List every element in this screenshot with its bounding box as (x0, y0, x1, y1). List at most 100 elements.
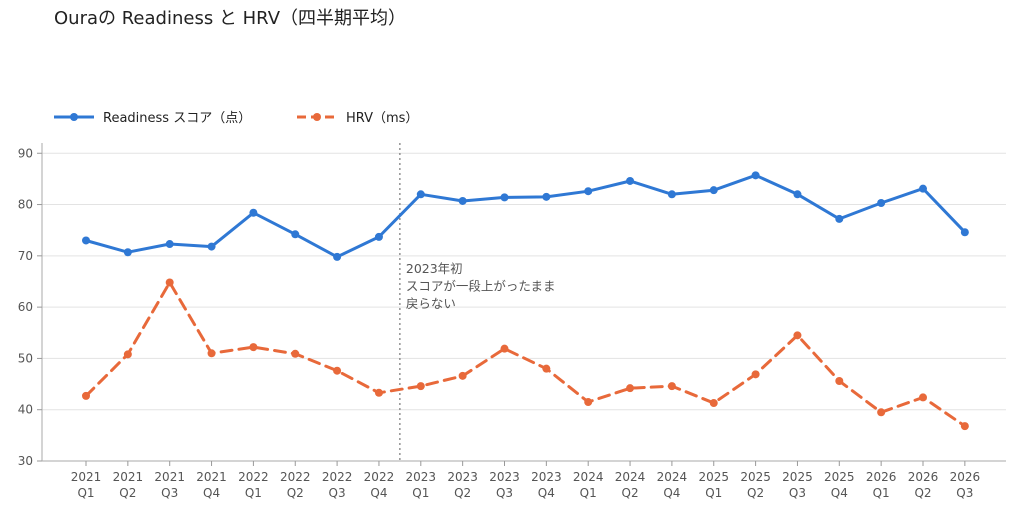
annotation-text: 戻らない (406, 296, 456, 311)
data-point (919, 184, 927, 193)
x-tick-label-year: 2021 (196, 470, 227, 484)
data-point (626, 176, 635, 185)
x-tick-label-year: 2025 (824, 470, 855, 484)
x-axis-ticks: 2021 Q1 2021 Q2 2021 Q3 2021 Q4 2022 Q1 2022 Q2 2022… (71, 461, 980, 500)
data-point (542, 364, 551, 373)
y-tick-label: 90 (18, 146, 33, 160)
x-tick-label-quarter: Q3 (496, 486, 513, 500)
annotation-text: 2023年初 (406, 261, 463, 276)
x-tick-label-quarter: Q3 (329, 486, 346, 500)
y-tick-label: 70 (18, 249, 33, 263)
x-tick-label-year: 2025 (782, 470, 813, 484)
y-axis-ticks: 30 40 50 60 70 80 90 (18, 146, 42, 468)
x-tick-label-year: 2026 (950, 470, 981, 484)
data-point (877, 199, 886, 208)
x-tick-label-quarter: Q2 (119, 486, 136, 500)
y-tick-label: 40 (18, 403, 33, 417)
x-tick-label-year: 2025 (740, 470, 771, 484)
y-tick-label: 30 (18, 454, 33, 468)
y-tick-label: 80 (18, 198, 33, 212)
x-tick-label-quarter: Q2 (454, 486, 471, 500)
y-tick-label: 50 (18, 351, 33, 365)
x-tick-label-quarter: Q1 (412, 486, 429, 500)
x-tick-label-quarter: Q4 (203, 486, 220, 500)
legend-label: HRV（ms） (346, 111, 418, 126)
legend-item-0[interactable]: Readiness スコア（点） (54, 111, 251, 126)
x-tick-label-quarter: Q4 (538, 486, 555, 500)
x-tick-label-year: 2021 (113, 470, 144, 484)
data-point (500, 344, 509, 353)
x-tick-label-quarter: Q1 (580, 486, 597, 500)
chart-title: Ouraの Readiness と HRV（四半期平均） (54, 8, 407, 29)
data-point (416, 382, 425, 391)
legend-marker (70, 113, 78, 121)
data-point (123, 248, 132, 257)
x-tick-label-quarter: Q4 (663, 486, 680, 500)
data-point (751, 171, 760, 180)
data-point (542, 192, 551, 201)
x-tick-label-year: 2022 (322, 470, 353, 484)
x-tick-label-quarter: Q2 (622, 486, 639, 500)
x-tick-label-quarter: Q4 (370, 486, 387, 500)
x-tick-label-quarter: Q1 (245, 486, 262, 500)
x-tick-label-year: 2026 (866, 470, 897, 484)
x-tick-label-year: 2024 (657, 470, 688, 484)
x-tick-label-year: 2023 (489, 470, 520, 484)
data-point (709, 186, 718, 195)
legend[interactable]: Readiness スコア（点） HRV（ms） (54, 111, 418, 126)
x-tick-label-year: 2021 (71, 470, 102, 484)
data-point (249, 208, 258, 217)
data-point (584, 398, 593, 407)
x-tick-label-year: 2026 (908, 470, 939, 484)
data-point (751, 370, 760, 379)
data-point (291, 349, 300, 358)
data-point (374, 388, 383, 397)
data-point (123, 350, 132, 359)
x-tick-label-quarter: Q3 (161, 486, 178, 500)
x-tick-label-quarter: Q2 (914, 486, 931, 500)
data-point (960, 422, 969, 431)
data-point (667, 382, 676, 391)
data-point (584, 187, 593, 196)
series-lines (84, 173, 967, 428)
data-point (919, 393, 927, 402)
data-point (793, 331, 802, 340)
data-point (82, 236, 90, 245)
x-tick-label-quarter: Q3 (789, 486, 806, 500)
x-tick-label-quarter: Q2 (287, 486, 304, 500)
x-tick-label-quarter: Q1 (77, 486, 94, 500)
data-point (374, 232, 383, 241)
x-tick-label-quarter: Q1 (873, 486, 890, 500)
data-point (709, 399, 718, 408)
series-line-1 (84, 281, 967, 428)
data-point (207, 242, 216, 251)
data-point (793, 190, 802, 199)
x-tick-label-quarter: Q2 (747, 486, 764, 500)
x-tick-label-year: 2023 (406, 470, 437, 484)
data-point (207, 349, 216, 358)
data-point (333, 366, 342, 375)
legend-item-1[interactable]: HRV（ms） (297, 111, 418, 126)
data-point (458, 196, 467, 205)
x-tick-label-quarter: Q1 (705, 486, 722, 500)
data-point (165, 278, 174, 287)
x-tick-label-year: 2022 (238, 470, 269, 484)
data-point (249, 343, 258, 352)
x-tick-label-year: 2023 (447, 470, 478, 484)
axes (41, 143, 1006, 462)
data-point (165, 240, 174, 249)
series-line-0 (84, 173, 967, 259)
x-tick-label-year: 2021 (154, 470, 185, 484)
legend-marker (313, 113, 321, 121)
x-tick-label-year: 2023 (531, 470, 562, 484)
data-point (877, 408, 886, 417)
data-point (835, 376, 844, 385)
data-point (82, 391, 90, 400)
x-tick-label-quarter: Q4 (831, 486, 848, 500)
series-points (82, 171, 969, 431)
data-point (835, 214, 844, 223)
x-tick-label-year: 2024 (615, 470, 646, 484)
x-tick-label-year: 2022 (280, 470, 311, 484)
